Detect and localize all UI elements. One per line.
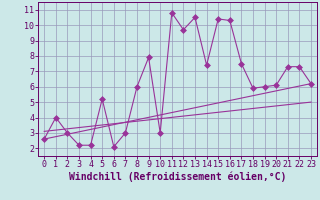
X-axis label: Windchill (Refroidissement éolien,°C): Windchill (Refroidissement éolien,°C): [69, 172, 286, 182]
